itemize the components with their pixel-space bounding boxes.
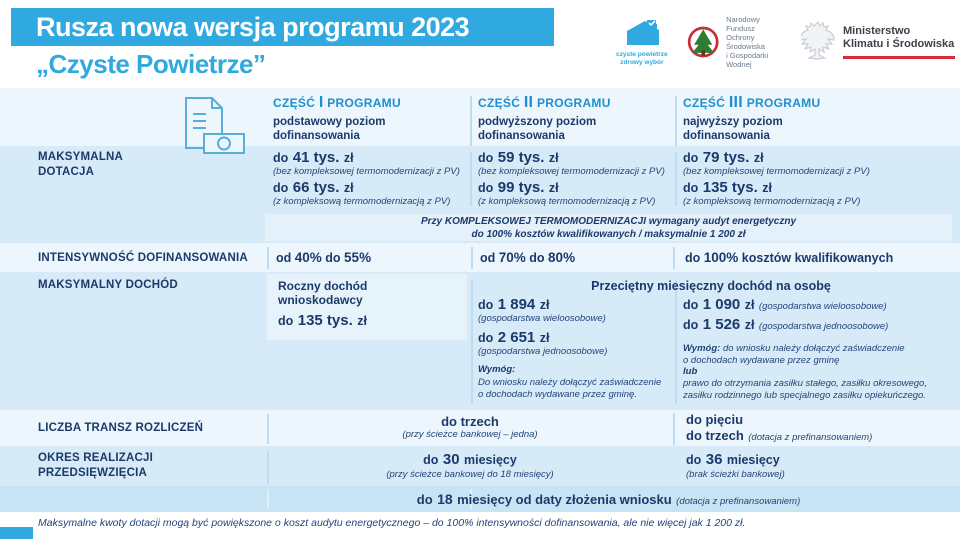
eagle-icon	[801, 20, 835, 60]
band-18-miesiecy	[0, 486, 960, 512]
logo-ministry-line1: Ministerstwo	[843, 25, 911, 37]
divider	[267, 451, 269, 484]
termomodernizacja-note: Przy KOMPLEKSOWEJ TERMOMODERNIZACJI wyma…	[420, 216, 797, 240]
dochod-heading: Przeciętny miesięczny dochód na osobę	[591, 279, 831, 293]
logo-czyste-powietrze: czyste powietrze zdrowy wybór	[610, 18, 674, 66]
title-banner: Rusza nowa wersja programu 2023	[11, 8, 554, 46]
dotacja-c2-amount-1: do 59 tys. zł	[478, 149, 559, 166]
divider	[673, 413, 675, 445]
dochod-c3-amount-1: do 1 090 zł (gospodarstwa wieloosobowe)	[683, 296, 887, 313]
divider	[471, 247, 473, 269]
dochod-c3-wymog-1: Wymóg: do wniosku należy dołączyć zaświa…	[683, 343, 905, 354]
transze-center: do trzech (przy ścieżce bankowej – jedna…	[402, 414, 538, 440]
row-label-liczba-transz: LICZBA TRANSZ ROZLICZEŃ	[38, 422, 204, 434]
dotacja-c1-note-1: (bez kompleksowej termomodernizacji z PV…	[273, 166, 460, 177]
tree-icon	[687, 26, 719, 58]
okres-strip: do 18 miesięcy od daty złożenia wniosku …	[416, 491, 801, 507]
dochod-c2-wymog-1: Do wniosku należy dołączyć zaświadczenie	[478, 377, 662, 388]
dochod-c1-box-title: Roczny dochód wnioskodawcy	[278, 279, 368, 307]
logo-cp-line1: czyste powietrze	[616, 51, 668, 58]
dotacja-c1-amount-2: do 66 tys. zł	[273, 179, 354, 196]
column-header-part-2: CZĘŚĆ II PROGRAMU podwyższony poziom dofi…	[478, 94, 611, 142]
dotacja-c3-amount-1: do 79 tys. zł	[683, 149, 764, 166]
dochod-c3-amount-2: do 1 526 zł (gospodarstwa jednoosobowe)	[683, 316, 889, 333]
dotacja-c1-note-2: (z kompleksową termomodernizacją z PV)	[273, 196, 451, 207]
divider	[675, 280, 677, 404]
intensywnosc-c3: do 100% kosztów kwalifikowanych	[685, 250, 894, 265]
dochod-c2-amount-2: do 2 651 zł	[478, 329, 550, 346]
footer-note: Maksymalne kwoty dotacji mogą być powięk…	[38, 517, 746, 529]
dotacja-c2-amount-2: do 99 tys. zł	[478, 179, 559, 196]
divider	[471, 280, 473, 404]
okres-center: do 30 miesięcy (przy ścieżce bankowej do…	[386, 451, 554, 480]
dochod-c1-amount: do 135 tys. zł	[278, 312, 367, 329]
dotacja-c3-note-1: (bez kompleksowej termomodernizacji z PV…	[683, 166, 870, 177]
banner-title: Rusza nowa wersja programu 2023	[36, 12, 470, 42]
dotacja-c2-note-2: (z kompleksową termomodernizacją z PV)	[478, 196, 656, 207]
dochod-c2-note-2: (gospodarstwa jednoosobowe)	[478, 346, 608, 357]
divider	[267, 414, 269, 444]
logo-nf-line3: i Gospodarki Wodnej	[726, 51, 769, 69]
divider	[470, 152, 472, 206]
divider	[470, 489, 472, 509]
part-word: CZĘŚĆ	[273, 96, 316, 110]
logo-nf-text: Narodowy Fundusz Ochrony Środowiska i Go…	[726, 15, 789, 69]
documents-money-icon	[185, 97, 245, 154]
row-label-okres-realizacji: OKRES REALIZACJI PRZEDSIĘWZIĘCIA	[38, 452, 154, 479]
row-label-intensywnosc: INTENSYWNOŚĆ DOFINANSOWANIA	[38, 252, 248, 264]
dochod-c2-note-1: (gospodarstwa wieloosobowe)	[478, 313, 606, 324]
transze-c3: do pięciu do trzech (dotacja z prefinans…	[686, 412, 873, 443]
row-label-maksymalna-dotacja: MAKSYMALNA DOTACJA	[38, 151, 124, 178]
logo-row: czyste powietrze zdrowy wybór Narodowy F…	[610, 14, 955, 70]
divider	[675, 96, 677, 146]
divider	[673, 247, 675, 269]
logo-nf-line1: Narodowy Fundusz	[726, 15, 760, 33]
house-icon	[626, 20, 659, 45]
logo-nfosigw: Narodowy Fundusz Ochrony Środowiska i Go…	[686, 15, 789, 69]
dochod-c2-amount-1: do 1 894 zł	[478, 296, 550, 313]
divider	[675, 152, 677, 206]
part-numeral: I	[318, 94, 324, 111]
band-maksymalny-dochod	[0, 272, 960, 410]
column-header-part-1: CZĘŚĆ I PROGRAMU podstawowy poziom dofina…	[273, 94, 401, 142]
dochod-c3-wymog-3: prawo do otrzymania zasiłku stałego, zas…	[683, 378, 927, 389]
dochod-c2-wymog-label: Wymóg:	[478, 364, 516, 375]
dochod-c3-wymog-2: o dochodach wydawane przez gminę	[683, 355, 840, 366]
intensywnosc-c2: od 70% do 80%	[480, 250, 576, 265]
dochod-c3-lub: lub	[683, 366, 698, 377]
logo-nf-line2: Ochrony Środowiska	[726, 33, 765, 51]
program-word: PROGRAMU	[327, 96, 401, 110]
divider	[267, 247, 269, 269]
divider	[267, 489, 269, 509]
dotacja-c2-note-1: (bez kompleksowej termomodernizacji z PV…	[478, 166, 665, 177]
roczny-dochod-box	[267, 274, 467, 340]
ministry-red-underline	[843, 56, 955, 59]
dotacja-c3-amount-2: do 135 tys. zł	[683, 179, 772, 196]
intensywnosc-c1: od 40% do 55%	[276, 250, 372, 265]
bottom-accent-bar	[0, 527, 33, 539]
dotacja-c1-amount-1: do 41 tys. zł	[273, 149, 354, 166]
logo-ministry-line2: Klimatu i Środowiska	[843, 38, 955, 50]
dochod-c2-wymog-2: o dochodach wydawane przez gminę.	[478, 389, 637, 400]
okres-c3: do 36 miesięcy (brak ścieżki bankowej)	[686, 451, 785, 480]
program-subtitle: „Czyste Powietrze”	[36, 49, 266, 79]
logo-cp-line2: zdrowy wybór	[620, 58, 664, 66]
band-okres-realizacji	[0, 446, 960, 486]
dochod-c3-wymog-4: zasiłku rodzinnego lub specjalnego zasił…	[683, 390, 926, 401]
termomodernizacja-note-box	[265, 214, 952, 241]
dotacja-c3-note-2: (z kompleksową termomodernizacją z PV)	[683, 196, 861, 207]
logo-ministry-text: Ministerstwo Klimatu i Środowiska	[843, 25, 955, 59]
row-label-maksymalny-dochod: MAKSYMALNY DOCHÓD	[38, 279, 178, 291]
divider	[470, 96, 472, 146]
column-header-part-3: CZĘŚĆ III PROGRAMU najwyższy poziom dofin…	[683, 94, 821, 142]
logo-ministry: Ministerstwo Klimatu i Środowiska	[801, 20, 955, 64]
